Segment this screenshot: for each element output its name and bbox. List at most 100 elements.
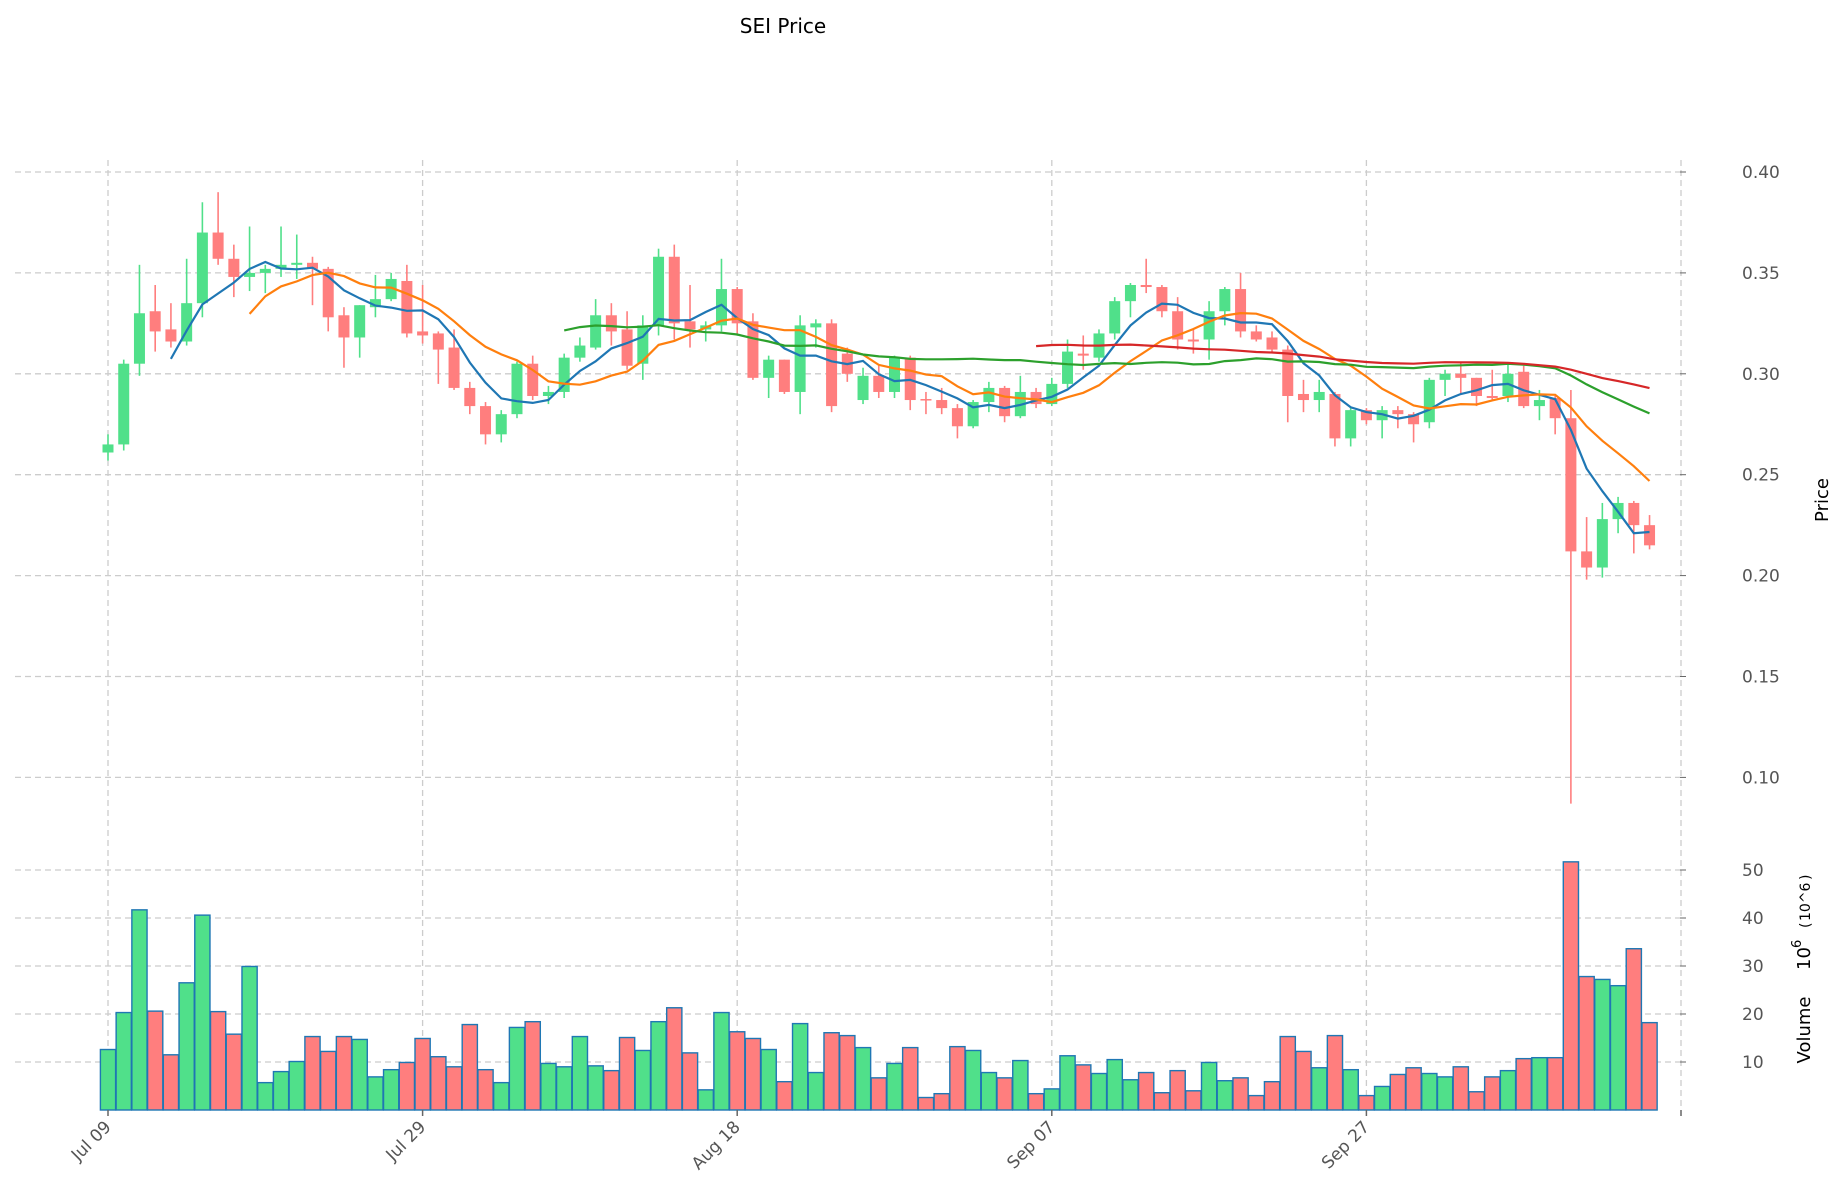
volume-bar [194,914,211,1111]
volume-bar [886,1062,903,1111]
volume-tick-label: 20 [1742,1005,1764,1025]
volume-bar [1200,1061,1218,1111]
candle-up [133,264,145,376]
price-tick-label: 0.10 [1742,768,1780,788]
candle-down [1282,345,1294,423]
candle-body [999,387,1011,417]
candle-body [1140,285,1152,288]
volume-bar [1609,984,1627,1111]
volume-bar [1232,1077,1249,1111]
volume-bar [1342,1068,1359,1111]
candle-up [1124,282,1136,318]
date-tick-label: Aug 18 [688,1117,745,1174]
volume-bar [996,1077,1013,1111]
candle-body [1030,391,1042,405]
candle-up [1439,369,1451,396]
volume-bar [1216,1080,1234,1111]
candle-body [369,299,381,308]
volume-axis-label-text: Volume [1794,997,1815,1064]
volume-bar [382,1068,400,1111]
ma-30-line [563,324,1650,415]
ma-5-line [169,260,1650,535]
candle-body [322,268,334,318]
candle-down [999,385,1011,423]
candle-body [1644,525,1656,546]
price-tick-label: 0.40 [1742,163,1780,183]
volume-bar [398,1061,416,1111]
candle-body [1518,371,1530,407]
candle-up [590,299,602,350]
candle-body [873,375,885,392]
candle-body [1077,353,1089,356]
candle-body [354,305,366,338]
candle-up [810,319,822,348]
candle-body [637,325,649,364]
volume-bar [603,1069,620,1111]
candle-body [495,414,507,435]
volume-bar [555,1066,573,1111]
candle-up [1203,301,1215,360]
candle-down [731,287,743,334]
volume-bar [1531,1056,1548,1111]
chart-title: SEI Price [740,14,826,38]
volume-unit-open-paren: ( [1798,923,1814,928]
candle-up [291,234,303,279]
candle-body [149,311,161,332]
volume-bar [1326,1034,1344,1111]
candle-up [1376,406,1388,439]
candle-body [244,272,256,277]
candle-up [794,315,806,415]
candle-down [920,391,932,415]
candle-body [1408,414,1420,425]
candle-down [1140,258,1152,294]
volume-bar [1106,1058,1124,1111]
volume-bar [178,982,195,1111]
candle-down [1565,389,1577,804]
candle-down [1235,272,1247,338]
volume-bar [1436,1076,1454,1111]
price-axis-label: Price [1812,478,1833,522]
candle-body [275,264,287,269]
volume-bar [1185,1090,1202,1111]
date-tick-label: Jul 09 [67,1117,115,1165]
volume-bar [728,1031,746,1111]
candle-down [1549,395,1561,435]
candle-up [495,410,507,443]
candle-body [133,313,145,364]
candle-down [951,404,963,439]
candle-up [1596,502,1608,578]
candle-down [1156,285,1168,318]
volume-unit-base: 10 [1794,947,1815,970]
candle-body [1423,379,1435,423]
volume-bar [1389,1073,1407,1111]
volume-bar [1483,1076,1501,1111]
candle-down [527,355,539,401]
volume-bar [744,1037,762,1111]
candle-body [1203,311,1215,340]
volume-bar [1421,1072,1438,1111]
gridlines [15,160,1682,1110]
volume-bar [1137,1071,1155,1111]
candle-up [1313,379,1325,413]
candle-body [1235,289,1247,332]
candle-down [1408,412,1420,443]
candle-down [1266,331,1278,352]
candle-body [1062,351,1074,384]
volume-bar [587,1065,604,1111]
candle-body [1455,373,1467,378]
price-tick-label: 0.30 [1742,365,1780,385]
volume-bar [949,1045,966,1111]
candle-down [1455,361,1467,394]
volume-bar [571,1035,589,1111]
volume-bar [854,1046,872,1111]
volume-bar [1515,1057,1532,1111]
candle-body [181,303,193,342]
candle-down [605,303,617,346]
candle-body [417,331,429,336]
volume-bar [430,1056,447,1111]
volume-bar [367,1076,384,1111]
volume-bar [1373,1085,1391,1111]
volume-bar [1578,975,1595,1111]
candle-body [212,232,224,259]
candle-body [590,315,602,348]
